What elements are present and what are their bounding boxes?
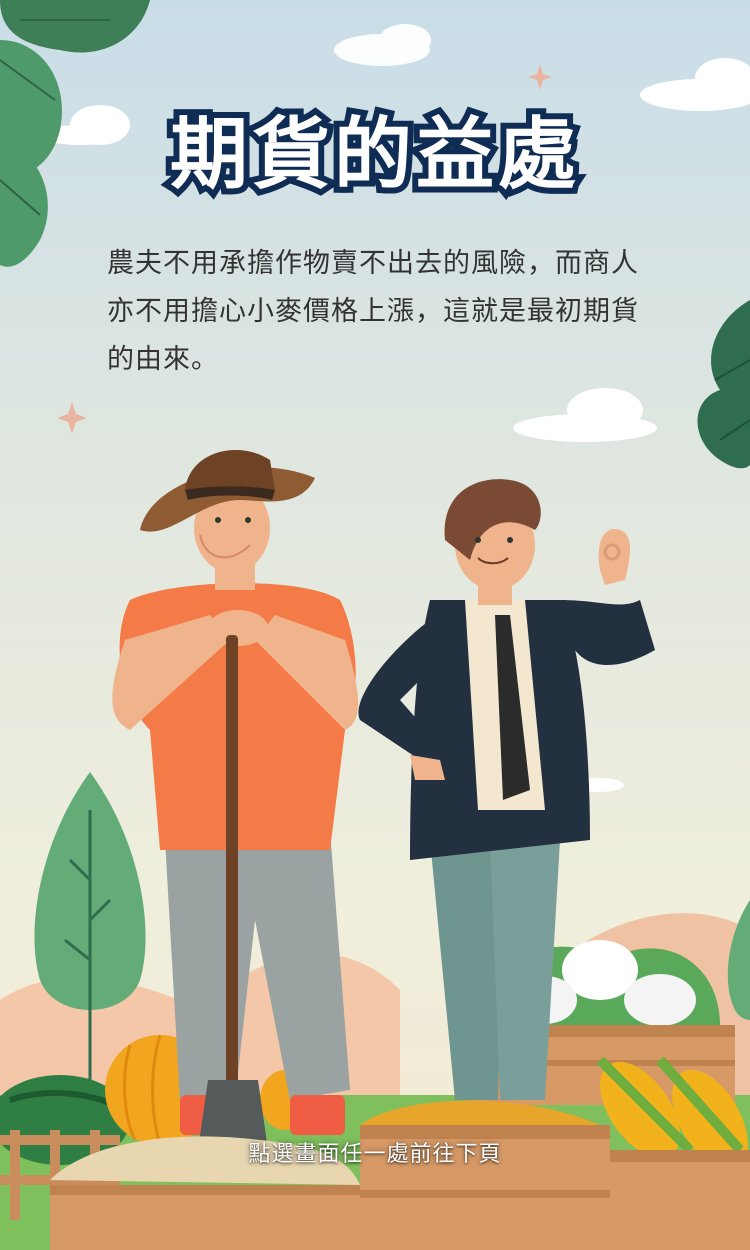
grain-crate-icon — [610, 1150, 750, 1250]
businessman-illustration — [358, 479, 655, 1100]
body-paragraph: 農夫不用承擔作物賣不出去的風險，而商人亦不用擔心小麥價格上漲，這就是最初期貨的由… — [107, 248, 639, 375]
tree-icon — [34, 772, 146, 1100]
sparkle-icon — [528, 64, 552, 90]
leaf-cluster-icon — [697, 300, 750, 469]
tree-icon — [727, 900, 750, 1020]
corn-icon — [596, 1056, 748, 1170]
cloud-icon — [513, 388, 657, 442]
tap-hint: 點選畫面任一處前往下頁 — [248, 1142, 502, 1167]
grain-crate-icon — [360, 1100, 610, 1250]
farmer-illustration — [112, 450, 359, 1135]
grain-crate-icon — [50, 1136, 360, 1250]
cloud-icon — [334, 24, 431, 66]
cloud-icon — [640, 58, 750, 111]
sparkle-icon — [57, 402, 87, 434]
title-container: 期貨的益處 — [0, 92, 750, 206]
leaf-cluster-icon — [0, 0, 150, 267]
page-title: 期貨的益處 — [164, 104, 582, 206]
